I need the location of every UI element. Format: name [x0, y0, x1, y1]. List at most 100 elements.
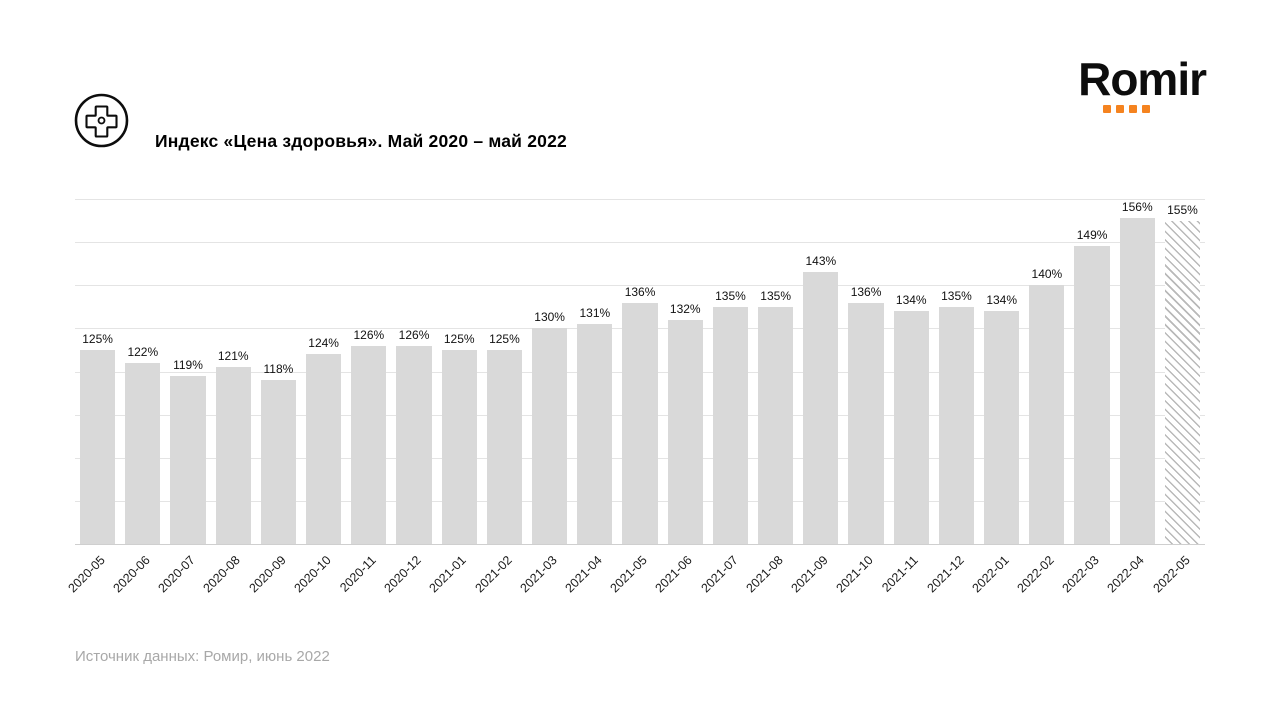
health-cross-icon	[73, 92, 130, 149]
x-axis-label: 2020-06	[110, 553, 153, 596]
source-note: Источник данных: Ромир, июнь 2022	[75, 648, 330, 665]
x-axis-label: 2021-02	[471, 553, 515, 596]
value-label: 135%	[941, 288, 972, 303]
bar	[532, 328, 568, 544]
logo-dot	[1142, 105, 1151, 113]
bar-slot: 134% 2022-01	[969, 200, 1024, 595]
x-axis-label: 2022-04	[1104, 553, 1148, 596]
bar	[667, 319, 703, 544]
bar	[125, 362, 161, 544]
value-label: 121%	[217, 349, 249, 364]
bar-slot: 143% 2021-09	[788, 200, 843, 595]
gridline	[75, 285, 1205, 287]
bar	[712, 306, 749, 544]
value-label: 134%	[895, 293, 927, 308]
bar	[984, 311, 1020, 544]
bar	[803, 272, 839, 544]
romir-logo-dots	[1103, 105, 1206, 113]
value-label: 156%	[1121, 200, 1153, 214]
x-axis-label: 2021-07	[698, 553, 741, 596]
bar-slot: 125% 2021-01	[427, 200, 482, 595]
value-label: 125%	[489, 331, 520, 346]
bar-slot: 136% 2021-10	[834, 200, 888, 595]
x-axis-label: 2021-08	[743, 553, 786, 596]
value-label: 130%	[534, 310, 565, 325]
bar-slot: 140% 2022-02	[1014, 200, 1069, 595]
value-label: 134%	[986, 293, 1018, 308]
bar	[758, 306, 794, 544]
bars-layer: 125% 2020-05 122% 2020-06 119% 2020-07 121% 202…	[65, 200, 1205, 595]
x-axis-label: 2021-10	[833, 553, 876, 596]
bar-slot: 126% 2020-11	[337, 200, 391, 595]
x-axis-label: 2021-05	[607, 553, 650, 596]
bar-slot: 132% 2021-06	[653, 200, 708, 595]
bar-slot: 125% 2020-05	[65, 200, 120, 595]
logo-dot	[1129, 105, 1138, 113]
bar	[577, 324, 613, 544]
x-axis-label: 2021-01	[426, 553, 470, 596]
x-axis-label: 2020-07	[155, 553, 198, 596]
value-label: 131%	[579, 306, 611, 321]
value-label: 125%	[82, 331, 113, 346]
value-label: 124%	[308, 336, 339, 351]
value-label: 135%	[760, 288, 791, 303]
bar	[1119, 218, 1155, 544]
value-label: 155%	[1167, 202, 1198, 217]
x-axis-label: 2021-12	[924, 553, 967, 596]
value-label: 132%	[669, 301, 701, 316]
bar	[1029, 285, 1065, 544]
bar	[1074, 246, 1110, 544]
bar-slot: 125% 2021-02	[472, 200, 527, 595]
bar-slot: 149% 2022-03	[1060, 200, 1114, 595]
bar	[848, 302, 884, 544]
value-label: 149%	[1076, 228, 1108, 243]
bar-forecast	[1164, 220, 1201, 544]
value-label: 125%	[443, 331, 475, 346]
value-label: 119%	[173, 357, 203, 372]
chart-plot: 125% 2020-05 122% 2020-06 119% 2020-07 121% 202…	[65, 199, 1205, 595]
gridline	[75, 199, 1205, 200]
bar-slot: 135% 2021-08	[743, 200, 798, 595]
value-label: 126%	[398, 327, 430, 342]
x-axis-label: 2020-10	[291, 553, 334, 596]
value-label: 136%	[624, 284, 656, 299]
x-axis-label: 2020-12	[381, 553, 424, 596]
bar-slot: 121% 2020-08	[201, 200, 256, 595]
x-axis-label: 2021-04	[562, 553, 605, 596]
bar	[893, 311, 929, 544]
health-cross-icon-svg	[74, 93, 129, 148]
bar	[938, 306, 975, 544]
x-axis-label: 2021-06	[652, 553, 696, 596]
x-axis-label: 2020-11	[337, 553, 379, 595]
bar	[441, 349, 477, 544]
x-axis-label: 2021-11	[879, 553, 922, 595]
gridline	[75, 242, 1205, 244]
bar-slot: 155% 2022-05	[1150, 200, 1205, 595]
bar-slot: 156% 2022-04	[1105, 200, 1160, 595]
x-axis-label: 2021-09	[788, 553, 831, 596]
value-label: 140%	[1031, 267, 1063, 282]
value-label: 122%	[127, 344, 159, 359]
x-axis-label: 2020-08	[200, 553, 244, 596]
x-axis-label: 2022-01	[969, 553, 1012, 596]
bar-slot: 134% 2021-11	[879, 200, 934, 595]
x-axis-label: 2022-05	[1150, 553, 1193, 596]
value-label: 143%	[805, 254, 837, 269]
bar	[260, 380, 297, 544]
value-label: 126%	[353, 327, 385, 342]
bar-slot: 124% 2020-10	[291, 200, 346, 595]
value-label: 118%	[263, 362, 294, 377]
romir-logo: Romir	[1078, 56, 1207, 113]
bar	[486, 349, 523, 544]
bar	[396, 345, 432, 544]
bar-slot: 131% 2021-04	[562, 200, 617, 595]
logo-dot	[1103, 105, 1112, 113]
bar-slot: 136% 2021-05	[608, 200, 662, 595]
value-label: 135%	[715, 288, 746, 303]
bar-slot: 126% 2020-12	[382, 200, 436, 595]
logo-dot	[1116, 105, 1125, 113]
bar	[215, 367, 251, 544]
value-label: 136%	[850, 284, 882, 299]
bar-slot: 119% 2020-07	[156, 200, 210, 595]
